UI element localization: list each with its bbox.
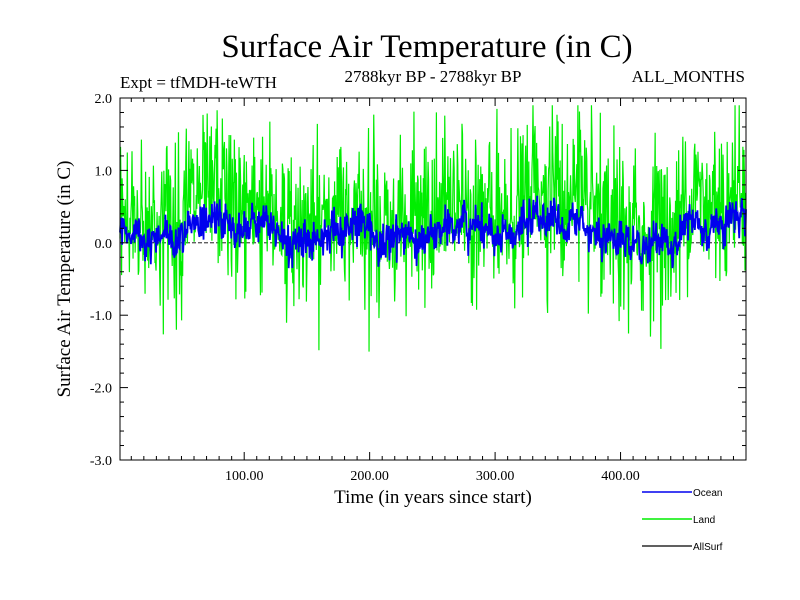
- x-tick-label: 100.00: [225, 469, 264, 484]
- series-ocean-line: [119, 195, 747, 269]
- series-land-line: [119, 105, 747, 352]
- x-tick-label: 300.00: [476, 469, 515, 484]
- y-tick-label: -3.0: [90, 454, 112, 469]
- experiment-label: Expt = tfMDH-teWTH: [120, 73, 277, 92]
- legend-label-allsurf: AllSurf: [693, 542, 723, 553]
- legend: Ocean Land AllSurf: [642, 488, 723, 553]
- y-tick-label: 0.0: [95, 237, 113, 252]
- plot-area: 100.00 200.00 300.00 400.00 -3.0 -2.0 -1.0 0.0 1…: [90, 92, 747, 484]
- x-tick-label: 400.00: [601, 469, 640, 484]
- y-axis-label: Surface Air Temperature (in C): [54, 161, 75, 398]
- y-tick-label: -1.0: [90, 309, 112, 324]
- x-axis-label: Time (in years since start): [334, 487, 532, 508]
- period-label: 2788kyr BP - 2788kyr BP: [345, 67, 522, 86]
- y-tick-label: 2.0: [95, 92, 113, 107]
- y-tick-label: -2.0: [90, 382, 112, 397]
- plot-frame: [119, 97, 747, 461]
- chart-title: Surface Air Temperature (in C): [221, 29, 632, 65]
- months-label: ALL_MONTHS: [632, 67, 745, 86]
- y-tick-label: 1.0: [95, 164, 113, 179]
- legend-label-ocean: Ocean: [693, 488, 722, 499]
- x-tick-label: 200.00: [350, 469, 389, 484]
- legend-label-land: Land: [693, 515, 715, 526]
